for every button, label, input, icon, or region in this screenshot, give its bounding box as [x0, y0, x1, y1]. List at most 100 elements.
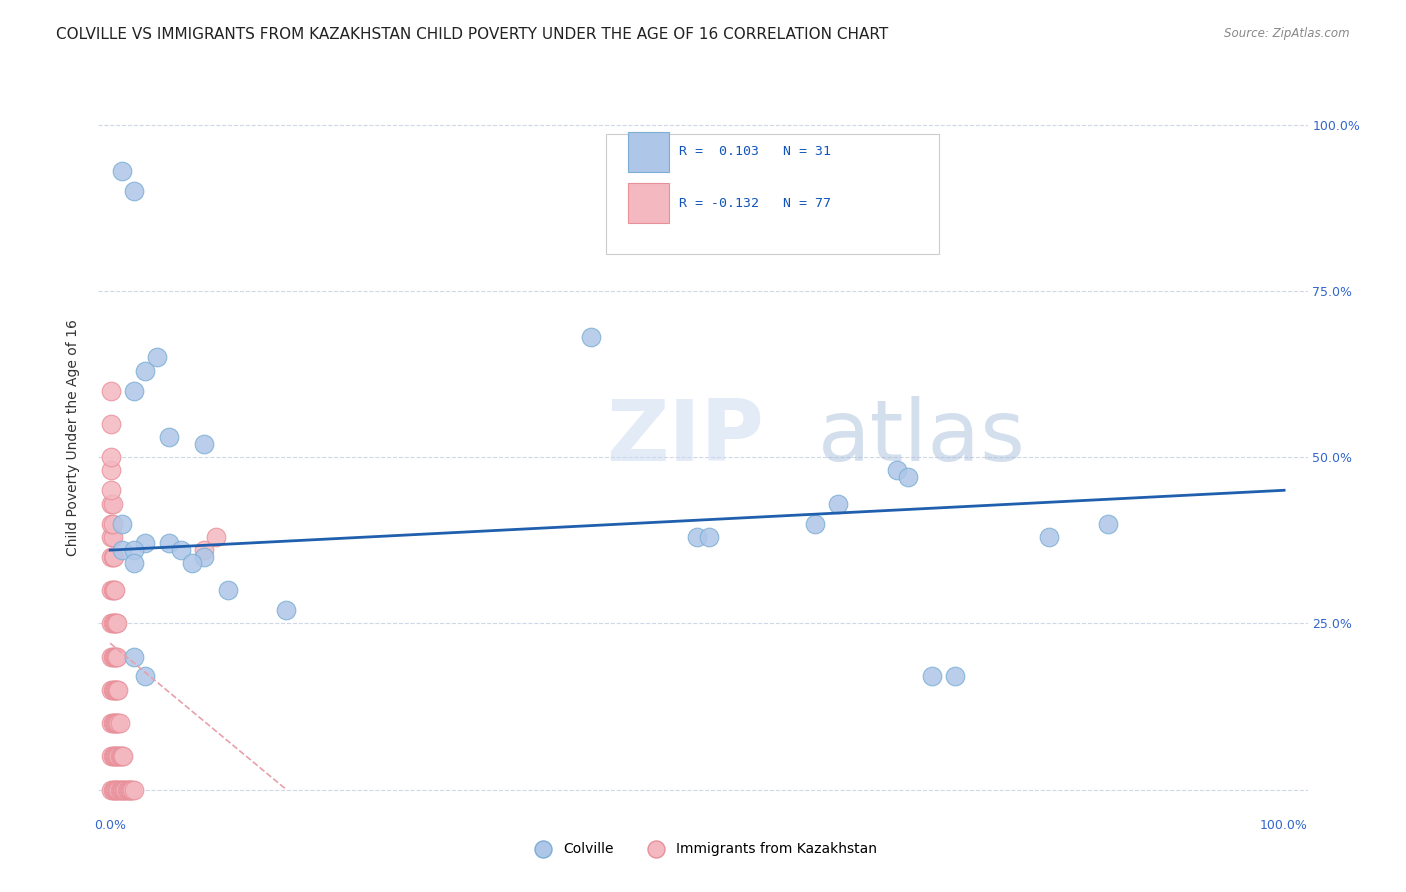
Point — [107, 782, 129, 797]
Point — [122, 649, 145, 664]
Point — [104, 682, 127, 697]
Point — [103, 716, 125, 731]
Point — [803, 516, 825, 531]
Point — [100, 450, 122, 464]
Point — [104, 649, 127, 664]
Text: ZIP: ZIP — [606, 395, 763, 479]
Point — [101, 616, 124, 631]
Point — [101, 782, 124, 797]
Point — [581, 330, 603, 344]
Point — [204, 530, 226, 544]
Point — [122, 782, 145, 797]
Point — [104, 749, 127, 764]
Point — [100, 616, 122, 631]
Point — [169, 543, 191, 558]
Point — [193, 549, 215, 564]
Point — [157, 430, 180, 444]
Point — [101, 716, 124, 731]
Point — [108, 749, 131, 764]
Point — [100, 417, 122, 431]
Point — [103, 549, 125, 564]
Point — [107, 682, 129, 697]
Point — [105, 716, 128, 731]
Point — [105, 782, 128, 797]
Point — [101, 749, 124, 764]
Point — [100, 682, 122, 697]
Point — [101, 649, 124, 664]
Point — [104, 616, 127, 631]
Point — [105, 682, 128, 697]
Point — [104, 716, 127, 731]
Point — [100, 782, 122, 797]
Point — [108, 782, 131, 797]
Point — [120, 782, 142, 797]
Point — [122, 184, 145, 198]
Point — [101, 682, 124, 697]
Point — [105, 749, 128, 764]
Point — [105, 782, 128, 797]
Point — [945, 669, 967, 683]
Point — [276, 603, 298, 617]
Point — [103, 582, 125, 597]
FancyBboxPatch shape — [628, 183, 669, 223]
Point — [686, 530, 709, 544]
Point — [105, 682, 128, 697]
Text: COLVILLE VS IMMIGRANTS FROM KAZAKHSTAN CHILD POVERTY UNDER THE AGE OF 16 CORRELA: COLVILLE VS IMMIGRANTS FROM KAZAKHSTAN C… — [56, 27, 889, 42]
Point — [107, 716, 129, 731]
Point — [117, 782, 139, 797]
Point — [111, 516, 134, 531]
Point — [112, 782, 135, 797]
Point — [105, 616, 128, 631]
Point — [105, 649, 128, 664]
Point — [100, 582, 122, 597]
Point — [103, 782, 125, 797]
Legend: Colville, Immigrants from Kazakhstan: Colville, Immigrants from Kazakhstan — [523, 837, 883, 862]
Point — [104, 782, 127, 797]
Point — [217, 582, 239, 597]
Text: atlas: atlas — [818, 395, 1026, 479]
Point — [114, 782, 136, 797]
Point — [100, 483, 122, 498]
Point — [134, 536, 156, 550]
Point — [107, 749, 129, 764]
Point — [193, 436, 215, 450]
Point — [100, 549, 122, 564]
Point — [100, 516, 122, 531]
Point — [100, 497, 122, 511]
Point — [122, 543, 145, 558]
Point — [157, 536, 180, 550]
Point — [134, 363, 156, 377]
Point — [103, 682, 125, 697]
Point — [110, 782, 132, 797]
Point — [1097, 516, 1119, 531]
Text: R = -0.132   N = 77: R = -0.132 N = 77 — [679, 196, 831, 210]
Point — [111, 749, 134, 764]
Point — [111, 782, 134, 797]
Point — [101, 497, 124, 511]
Point — [112, 782, 135, 797]
Point — [105, 649, 128, 664]
Point — [146, 351, 169, 365]
Point — [122, 557, 145, 571]
Point — [110, 749, 132, 764]
Point — [111, 164, 134, 178]
Point — [122, 384, 145, 398]
Point — [105, 716, 128, 731]
Point — [100, 384, 122, 398]
Point — [118, 782, 141, 797]
Point — [134, 669, 156, 683]
Point — [100, 463, 122, 477]
FancyBboxPatch shape — [606, 134, 939, 254]
Point — [121, 782, 143, 797]
FancyBboxPatch shape — [628, 132, 669, 171]
Point — [100, 716, 122, 731]
Point — [827, 497, 849, 511]
Point — [921, 669, 943, 683]
Point — [120, 782, 142, 797]
Point — [101, 530, 124, 544]
Point — [104, 582, 127, 597]
Point — [697, 530, 720, 544]
Point — [100, 530, 122, 544]
Point — [103, 616, 125, 631]
Text: 100.0%: 100.0% — [1260, 820, 1308, 832]
